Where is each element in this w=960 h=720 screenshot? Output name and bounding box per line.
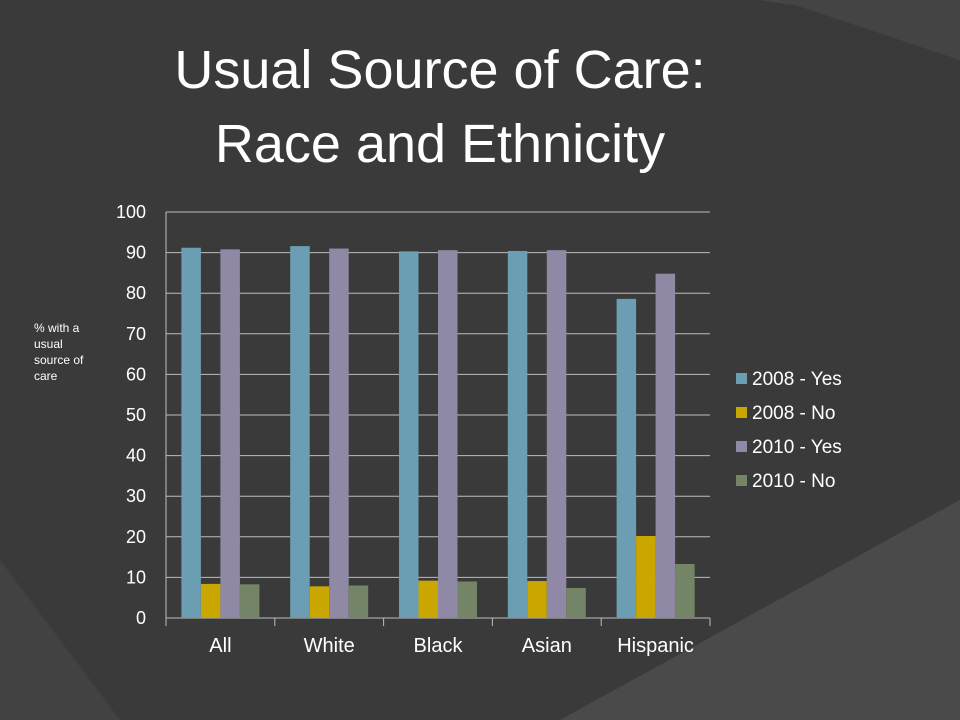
y-tick-label-50: 50 [126, 405, 146, 425]
y-tick-label-80: 80 [126, 283, 146, 303]
legend-label-1: 2008 - No [752, 403, 835, 424]
bar-white-2008-yes [290, 246, 310, 618]
bar-black-2010-yes [438, 250, 458, 618]
bar-black-2010-no [457, 581, 477, 618]
bar-hispanic-2010-no [675, 564, 695, 618]
bar-hispanic-2010-yes [655, 273, 676, 618]
y-tick-label-0: 0 [136, 608, 146, 628]
y-tick-label-40: 40 [126, 446, 146, 466]
legend-swatch-1 [736, 407, 747, 418]
y-tick-label-10: 10 [126, 567, 146, 587]
y-tick-label-70: 70 [126, 324, 146, 344]
bar-white-2010-no [348, 585, 369, 618]
bar-black-2008-no [418, 580, 438, 618]
legend-label-3: 2010 - No [752, 471, 835, 492]
x-tick-label-all: All [209, 635, 231, 657]
x-tick-label-hispanic: Hispanic [617, 635, 694, 657]
legend-label-2: 2010 - Yes [752, 437, 842, 458]
bar-hispanic-2008-no [636, 535, 656, 618]
y-tick-label-30: 30 [126, 486, 146, 506]
legend-swatch-3 [736, 475, 747, 486]
bar-all-2008-yes [181, 247, 201, 618]
y-tick-label-90: 90 [126, 243, 146, 263]
bar-asian-2008-no [527, 581, 547, 618]
bar-all-2010-no [239, 584, 260, 618]
bar-asian-2010-no [566, 587, 586, 618]
x-tick-label-black: Black [414, 635, 464, 657]
bar-asian-2008-yes [507, 250, 528, 618]
legend-swatch-2 [736, 441, 747, 452]
bar-all-2010-yes [220, 249, 240, 619]
bar-asian-2010-yes [546, 250, 567, 618]
bar-black-2008-yes [399, 251, 419, 618]
legend-swatch-0 [736, 373, 747, 384]
slide-title-line2: Race and Ethnicity [214, 114, 666, 174]
bar-hispanic-2008-yes [616, 298, 637, 618]
bar-white-2010-yes [329, 248, 349, 619]
x-tick-label-white: White [304, 635, 355, 657]
x-tick-label-asian: Asian [522, 635, 572, 657]
bar-all-2008-no [200, 583, 221, 618]
y-tick-label-60: 60 [126, 364, 146, 384]
y-tick-label-100: 100 [116, 202, 146, 222]
y-axis-label: % with a usual source of care [34, 321, 84, 383]
bar-white-2008-no [309, 586, 330, 618]
legend-label-0: 2008 - Yes [752, 369, 842, 390]
slide-title-line1: Usual Source of Care: [174, 40, 706, 100]
y-tick-label-20: 20 [126, 527, 146, 547]
